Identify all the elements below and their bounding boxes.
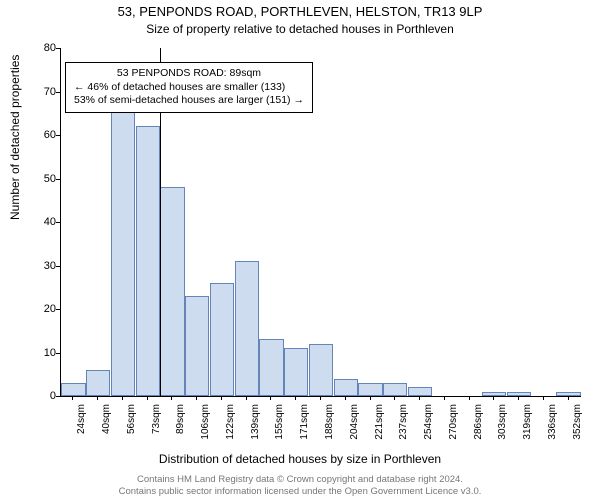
bar xyxy=(284,348,308,396)
bar xyxy=(185,296,209,396)
chart-title: 53, PENPONDS ROAD, PORTHLEVEN, HELSTON, … xyxy=(0,4,600,19)
y-tick-mark xyxy=(56,135,60,136)
x-tick-mark xyxy=(147,396,148,400)
x-tick-label: 106sqm xyxy=(200,404,211,444)
y-tick-mark xyxy=(56,222,60,223)
chart-subtitle: Size of property relative to detached ho… xyxy=(0,22,600,36)
x-tick-label: 89sqm xyxy=(175,404,186,444)
x-axis-label: Distribution of detached houses by size … xyxy=(0,452,600,466)
y-tick-label: 80 xyxy=(26,42,56,54)
copyright-line2: Contains public sector information licen… xyxy=(0,486,600,498)
bar xyxy=(309,344,333,396)
x-tick-label: 24sqm xyxy=(76,404,87,444)
bar xyxy=(86,370,110,396)
annotation-box: 53 PENPONDS ROAD: 89sqm ← 46% of detache… xyxy=(65,62,313,113)
x-tick-mark xyxy=(221,396,222,400)
x-tick-mark xyxy=(345,396,346,400)
y-tick-mark xyxy=(56,309,60,310)
x-tick-label: 237sqm xyxy=(398,404,409,444)
x-tick-mark xyxy=(493,396,494,400)
bar xyxy=(210,283,234,396)
copyright-line1: Contains HM Land Registry data © Crown c… xyxy=(0,474,600,486)
x-tick-mark xyxy=(295,396,296,400)
x-tick-label: 73sqm xyxy=(151,404,162,444)
x-tick-mark xyxy=(246,396,247,400)
x-tick-label: 352sqm xyxy=(572,404,583,444)
x-tick-mark xyxy=(419,396,420,400)
bar xyxy=(408,387,432,396)
x-tick-mark xyxy=(97,396,98,400)
y-tick-mark xyxy=(56,396,60,397)
x-tick-label: 204sqm xyxy=(349,404,360,444)
y-tick-label: 40 xyxy=(26,216,56,228)
x-tick-mark xyxy=(394,396,395,400)
y-tick-mark xyxy=(56,266,60,267)
x-tick-label: 155sqm xyxy=(274,404,285,444)
bar xyxy=(111,109,135,396)
bar xyxy=(136,126,160,396)
x-tick-mark xyxy=(171,396,172,400)
y-tick-label: 0 xyxy=(26,390,56,402)
x-tick-mark xyxy=(469,396,470,400)
x-tick-mark xyxy=(320,396,321,400)
y-tick-label: 70 xyxy=(26,86,56,98)
x-tick-label: 40sqm xyxy=(101,404,112,444)
bar xyxy=(556,392,580,396)
y-tick-mark xyxy=(56,48,60,49)
bar xyxy=(160,187,184,396)
bar xyxy=(383,383,407,396)
x-tick-mark xyxy=(518,396,519,400)
x-tick-label: 56sqm xyxy=(126,404,137,444)
bar xyxy=(235,261,259,396)
y-tick-label: 50 xyxy=(26,173,56,185)
x-tick-mark xyxy=(370,396,371,400)
bar xyxy=(61,383,85,396)
bar xyxy=(358,383,382,396)
annotation-line3: 53% of semi-detached houses are larger (… xyxy=(74,94,304,108)
x-tick-label: 171sqm xyxy=(299,404,310,444)
x-tick-label: 270sqm xyxy=(448,404,459,444)
y-tick-label: 60 xyxy=(26,129,56,141)
x-tick-mark xyxy=(72,396,73,400)
y-axis-label: Number of detached properties xyxy=(8,55,22,220)
y-tick-mark xyxy=(56,353,60,354)
x-tick-mark xyxy=(543,396,544,400)
x-tick-mark xyxy=(444,396,445,400)
copyright: Contains HM Land Registry data © Crown c… xyxy=(0,474,600,498)
y-tick-label: 20 xyxy=(26,303,56,315)
x-tick-label: 303sqm xyxy=(497,404,508,444)
annotation-line1: 53 PENPONDS ROAD: 89sqm xyxy=(74,67,304,81)
x-tick-label: 122sqm xyxy=(225,404,236,444)
x-tick-label: 336sqm xyxy=(547,404,558,444)
x-tick-mark xyxy=(196,396,197,400)
bar xyxy=(334,379,358,396)
x-tick-label: 286sqm xyxy=(473,404,484,444)
x-tick-label: 221sqm xyxy=(374,404,385,444)
chart-container: 53, PENPONDS ROAD, PORTHLEVEN, HELSTON, … xyxy=(0,0,600,500)
bar xyxy=(259,339,283,396)
y-tick-mark xyxy=(56,92,60,93)
x-tick-label: 188sqm xyxy=(324,404,335,444)
x-tick-mark xyxy=(122,396,123,400)
y-tick-label: 30 xyxy=(26,260,56,272)
x-tick-label: 319sqm xyxy=(522,404,533,444)
x-tick-label: 139sqm xyxy=(250,404,261,444)
x-tick-mark xyxy=(270,396,271,400)
y-tick-label: 10 xyxy=(26,347,56,359)
annotation-line2: ← 46% of detached houses are smaller (13… xyxy=(74,81,304,95)
y-tick-mark xyxy=(56,179,60,180)
x-tick-mark xyxy=(568,396,569,400)
x-tick-label: 254sqm xyxy=(423,404,434,444)
